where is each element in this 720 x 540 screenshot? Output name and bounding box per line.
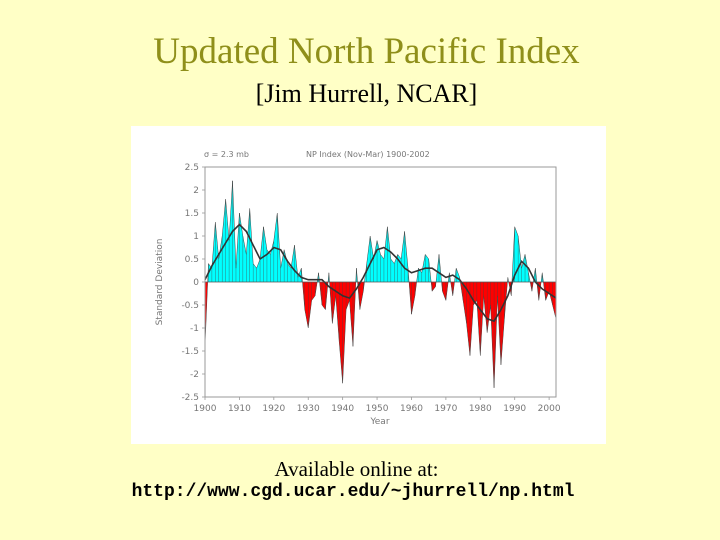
x-tick-label: 1940 [331,404,354,414]
y-axis-label: Standard Deviation [155,239,165,326]
sigma-annotation: σ = 2.3 mb [204,150,249,159]
smoothed-series-line [204,223,557,323]
x-tick-label: 1990 [503,404,526,414]
y-tick-label: -1.5 [181,347,199,357]
x-tick-label: 1980 [469,404,492,414]
chart-panel: 2.5 2 1.5 1 0.5 0 -0.5 -1 -1.5 -2 -2.5 1900 1910 192… [131,126,606,444]
x-tick-label: 1900 [194,404,217,414]
y-tick-label: -2.5 [181,393,199,403]
x-axis-label: Year [369,417,389,427]
x-tick-label: 1950 [366,404,389,414]
y-tick-label: -1 [190,324,199,334]
np-index-chart: 2.5 2 1.5 1 0.5 0 -0.5 -1 -1.5 -2 -2.5 1900 1910 192… [155,150,561,427]
x-tick-label: 1960 [400,404,423,414]
y-tick-label: 1 [193,232,199,242]
y-tick-label: 0.5 [185,255,199,265]
x-axis-ticks: 1900 1910 1920 1930 1940 1950 1960 1970 1980 1990… [194,397,561,414]
available-online-text: Available online at: [274,457,439,481]
y-tick-label: 2 [193,186,199,196]
x-tick-label: 1910 [228,404,251,414]
y-tick-label: -0.5 [181,301,199,311]
x-tick-label: 1920 [262,404,285,414]
data-url-link[interactable]: http://www.cgd.ucar.edu/~jhurrell/np.htm… [131,482,575,502]
y-tick-label: -2 [190,370,199,380]
x-tick-label: 1930 [297,404,320,414]
y-tick-label: 1.5 [185,209,199,219]
x-tick-label: 1970 [434,404,457,414]
x-tick-label: 2000 [538,404,561,414]
y-tick-label: 0 [193,278,199,288]
y-axis-ticks: 2.5 2 1.5 1 0.5 0 -0.5 -1 -1.5 -2 -2.5 [181,163,205,403]
negative-area [205,282,556,388]
y-tick-label: 2.5 [185,163,199,173]
chart-title: NP Index (Nov-Mar) 1900-2002 [306,150,430,159]
slide-title: Updated North Pacific Index [153,31,580,72]
slide-subtitle: [Jim Hurrell, NCAR] [255,79,478,108]
anomaly-fills [205,180,556,388]
